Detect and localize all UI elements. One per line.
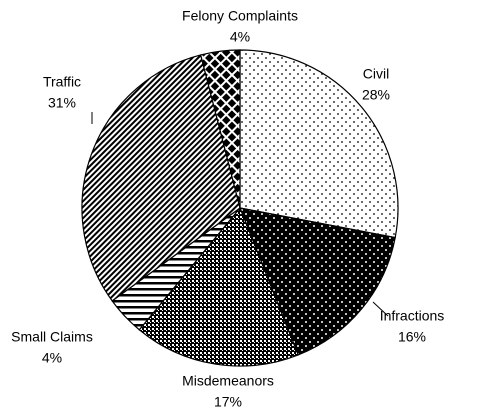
- slice-label: Felony Complaints: [182, 8, 298, 24]
- leader-line: [372, 301, 389, 317]
- slice-value-label: 4%: [42, 350, 62, 366]
- slice-value-label: 28%: [362, 87, 390, 103]
- slice-label: Misdemeanors: [182, 373, 274, 389]
- pie-slice: [239, 207, 396, 356]
- pie-slice: [81, 54, 241, 302]
- slice-value-label: 31%: [48, 95, 76, 111]
- pie-slice: [239, 49, 399, 239]
- slices: [81, 49, 399, 367]
- slice-label: Small Claims: [11, 329, 93, 345]
- slice-label: Civil: [363, 66, 389, 82]
- slice-label: Infractions: [380, 308, 445, 324]
- pie-slice: [199, 49, 241, 209]
- slice-value-label: 17%: [214, 394, 242, 410]
- slice-label: Traffic: [43, 74, 81, 90]
- pie-slice: [138, 206, 299, 367]
- slice-value-label: 16%: [398, 329, 426, 345]
- slice-value-label: 4%: [230, 29, 250, 45]
